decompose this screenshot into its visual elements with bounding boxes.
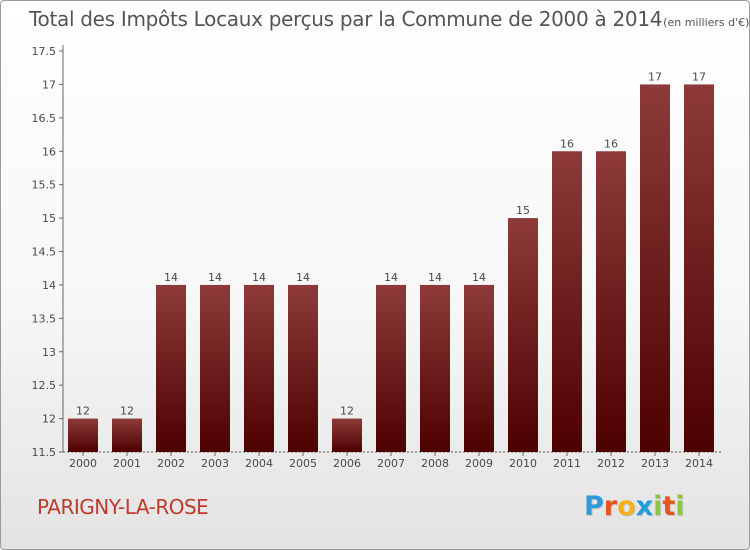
logo-letter: i xyxy=(653,491,663,522)
data-label: 17 xyxy=(692,70,706,83)
y-tick-label: 17 xyxy=(42,78,56,91)
bar-2008 xyxy=(420,284,450,452)
chart-title: Total des Impôts Locaux perçus par la Co… xyxy=(29,7,749,31)
bar-2010 xyxy=(508,218,538,452)
proxiti-logo: Proxiti xyxy=(584,491,685,522)
data-label: 14 xyxy=(164,271,178,284)
bar-2000 xyxy=(68,418,98,452)
data-label: 14 xyxy=(384,271,398,284)
data-label: 15 xyxy=(516,204,530,217)
data-label: 14 xyxy=(472,271,486,284)
y-tick-label: 12.5 xyxy=(32,379,57,392)
logo-letter: x xyxy=(635,491,654,522)
logo-letter: o xyxy=(617,491,636,522)
logo-letter: t xyxy=(662,491,676,522)
y-tick-label: 11.5 xyxy=(32,446,57,459)
y-tick-label: 12 xyxy=(42,413,56,426)
bar-2013 xyxy=(640,84,670,453)
bar-2014 xyxy=(684,84,714,453)
x-tick-label: 2013 xyxy=(641,457,669,470)
data-label: 14 xyxy=(428,271,442,284)
bars xyxy=(68,84,714,453)
y-tick-label: 16.5 xyxy=(32,112,57,125)
bar-2003 xyxy=(200,284,230,452)
logo-letter: i xyxy=(675,491,685,522)
data-label: 17 xyxy=(648,70,662,83)
y-tick-label: 13.5 xyxy=(32,312,57,325)
chart-title-text: Total des Impôts Locaux perçus par la Co… xyxy=(29,7,663,31)
x-tick-label: 2011 xyxy=(553,457,581,470)
logo-letter: r xyxy=(603,491,618,522)
bar-2005 xyxy=(288,284,318,452)
bar-2004 xyxy=(244,284,274,452)
bar-2012 xyxy=(596,151,626,452)
commune-name: PARIGNY-LA-ROSE xyxy=(37,495,209,519)
chart-unit: (en milliers d'€) xyxy=(663,16,750,29)
x-tick-label: 2005 xyxy=(289,457,317,470)
data-label: 14 xyxy=(208,271,222,284)
x-tick-label: 2000 xyxy=(69,457,97,470)
x-tick-label: 2003 xyxy=(201,457,229,470)
bar-2006 xyxy=(332,418,362,452)
x-tick-label: 2001 xyxy=(113,457,141,470)
x-tick-label: 2012 xyxy=(597,457,625,470)
x-tick-label: 2009 xyxy=(465,457,493,470)
y-tick-label: 17.5 xyxy=(32,45,57,58)
x-tick-label: 2004 xyxy=(245,457,273,470)
x-tick-label: 2008 xyxy=(421,457,449,470)
bar-2007 xyxy=(376,284,406,452)
data-label: 12 xyxy=(340,405,354,418)
bar-2011 xyxy=(552,151,582,452)
y-tick-label: 13 xyxy=(42,346,56,359)
bar-2009 xyxy=(464,284,494,452)
bar-2002 xyxy=(156,284,186,452)
y-axis: 11.5 12 12.5 13 13.5 14 14.5 15 15.5 16 16.5 17 17.5 xyxy=(32,45,721,459)
x-tick-label: 2010 xyxy=(509,457,537,470)
logo-letter: P xyxy=(584,491,604,522)
data-label: 12 xyxy=(120,405,134,418)
x-tick-label: 2006 xyxy=(333,457,361,470)
data-label: 16 xyxy=(604,137,618,150)
x-axis: 2000 2001 2002 2003 2004 2005 2006 2007 2008 2009… xyxy=(69,452,713,470)
data-label: 14 xyxy=(252,271,266,284)
bar-2001 xyxy=(112,418,142,452)
y-tick-label: 14 xyxy=(42,279,56,292)
x-tick-label: 2014 xyxy=(685,457,713,470)
x-tick-label: 2002 xyxy=(157,457,185,470)
data-label: 12 xyxy=(76,405,90,418)
y-tick-label: 14.5 xyxy=(32,246,57,259)
y-tick-label: 15.5 xyxy=(32,179,57,192)
data-label: 16 xyxy=(560,137,574,150)
x-tick-label: 2007 xyxy=(377,457,405,470)
y-tick-label: 16 xyxy=(42,145,56,158)
data-labels: 12 12 14 14 14 14 12 14 14 14 15 16 16 17 17 xyxy=(76,70,706,417)
data-label: 14 xyxy=(296,271,310,284)
y-tick-label: 15 xyxy=(42,212,56,225)
